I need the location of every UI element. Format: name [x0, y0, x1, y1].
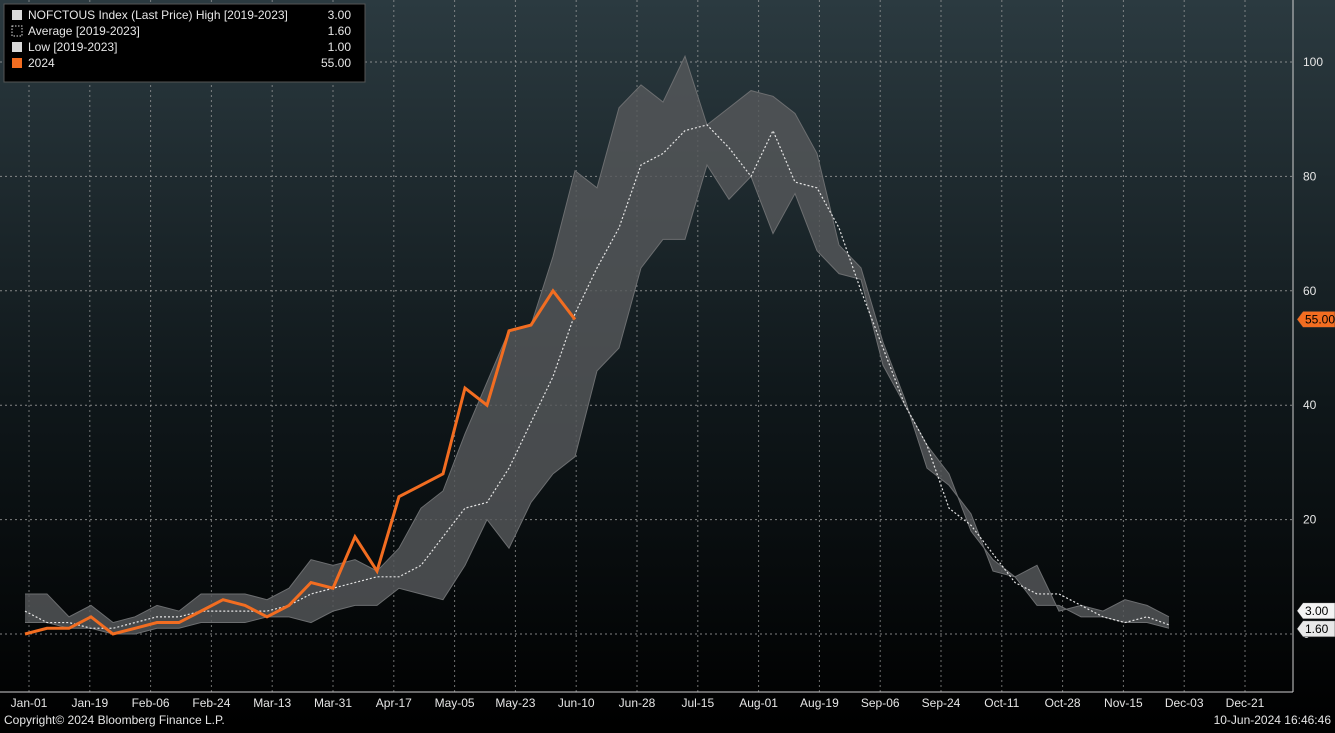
value-tags: 55.00 3.00 1.60: [1296, 311, 1335, 638]
x-tick-label: Jun-10: [558, 696, 595, 710]
value-tag-high: 3.00: [1296, 602, 1335, 620]
current-year-line: [24, 288, 577, 636]
x-tick-label: Mar-31: [314, 696, 352, 710]
x-tick-label: Sep-06: [861, 696, 900, 710]
x-tick-label: Mar-13: [253, 696, 291, 710]
y-tick-label: 40: [1303, 398, 1317, 412]
legend-swatch-low: [12, 42, 22, 52]
legend-swatch-high: [12, 10, 22, 20]
value-tag-average-label: 1.60: [1305, 622, 1329, 636]
value-tag-average: 1.60: [1296, 620, 1335, 638]
legend-value-current: 55.00: [321, 56, 351, 70]
x-tick-label: Jan-01: [11, 696, 48, 710]
value-tag-current: 55.00: [1296, 311, 1335, 328]
x-tick-label: Oct-11: [984, 696, 1019, 710]
timestamp-text: 10-Jun-2024 16:46:46: [1214, 713, 1332, 727]
value-tag-current-box: [1296, 311, 1335, 328]
x-tick-label: Aug-19: [800, 696, 839, 710]
x-tick-label: Apr-17: [376, 696, 412, 710]
x-tick-label: May-23: [495, 696, 535, 710]
legend-box: [3, 3, 366, 83]
legend-label-high: NOFCTOUS Index (Last Price) High [2019-2…: [28, 8, 288, 22]
legend-swatch-average: [11, 25, 23, 37]
y-tick-label: 20: [1303, 513, 1317, 527]
high-low-band: [25, 54, 1170, 635]
x-tick-label: Jun-28: [619, 696, 656, 710]
legend-label-current: 2024: [28, 56, 55, 70]
x-tick-label: Feb-24: [192, 696, 230, 710]
x-tick-label: Sep-24: [922, 696, 961, 710]
legend-value-high: 3.00: [328, 8, 352, 22]
current-year-series: [24, 288, 577, 636]
x-tick-label: Oct-28: [1045, 696, 1081, 710]
y-tick-label: 100: [1303, 55, 1323, 69]
average-series: [24, 124, 1170, 629]
x-tick-label: Aug-01: [739, 696, 778, 710]
axes: 020406080100Jan-01Jan-19Feb-06Feb-24Mar-…: [0, 0, 1323, 710]
value-tag-high-label: 3.00: [1305, 604, 1329, 618]
legend: NOFCTOUS Index (Last Price) High [2019-2…: [3, 3, 366, 83]
value-tag-current-label: 55.00: [1305, 312, 1335, 326]
legend-value-average: 1.60: [328, 24, 352, 38]
value-tag-high-box: [1296, 602, 1335, 620]
x-tick-label: May-05: [435, 696, 475, 710]
x-tick-label: Nov-15: [1104, 696, 1143, 710]
copyright-text: Copyright© 2024 Bloomberg Finance L.P.: [4, 713, 225, 727]
legend-label-average: Average [2019-2023]: [28, 24, 140, 38]
low-series-line: [25, 163, 1170, 635]
value-tag-average-box: [1296, 620, 1335, 638]
y-tick-label: 80: [1303, 169, 1317, 183]
legend-label-low: Low [2019-2023]: [28, 40, 117, 54]
x-tick-label: Dec-21: [1226, 696, 1265, 710]
x-tick-label: Dec-03: [1165, 696, 1204, 710]
x-tick-label: Jan-19: [71, 696, 108, 710]
high-low-range-area: [25, 56, 1169, 634]
x-tick-label: Jul-15: [681, 696, 714, 710]
average-series-line: [24, 124, 1170, 629]
y-tick-label: 60: [1303, 284, 1317, 298]
legend-swatch-current: [12, 58, 22, 68]
legend-value-low: 1.00: [328, 40, 352, 54]
x-tick-label: Feb-06: [132, 696, 170, 710]
high-series-line: [25, 54, 1170, 624]
